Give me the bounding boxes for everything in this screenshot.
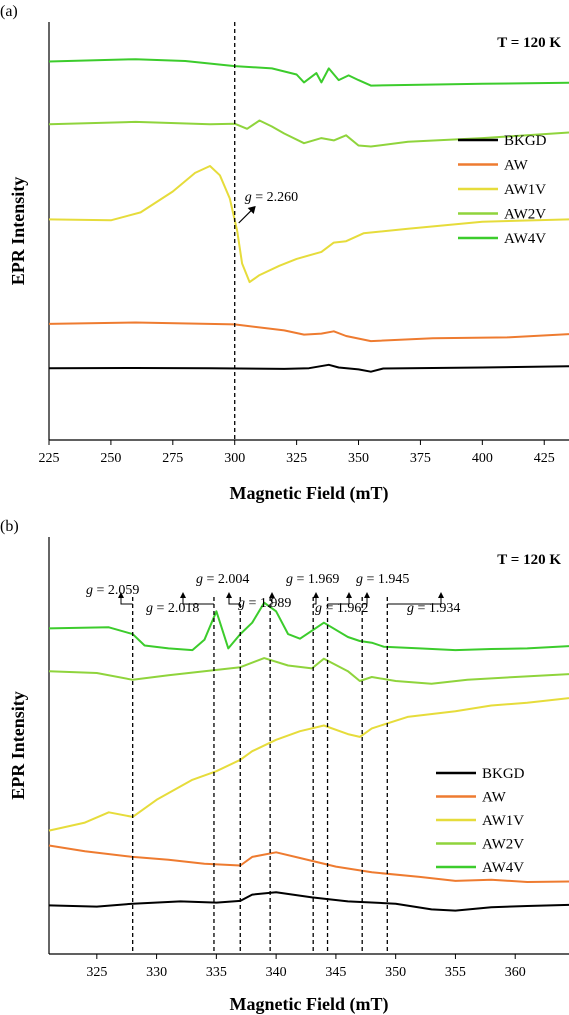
legend: BKGD AW AW1V AW2V AW4V (458, 133, 547, 247)
x-tick-label: 275 (162, 451, 183, 466)
temperature-label: T = 120 K (497, 35, 561, 51)
legend-label-aw4v: AW4V (482, 860, 524, 876)
g-line-arrowhead (364, 592, 370, 598)
x-tick-label: 425 (534, 451, 555, 466)
g-annotation-text: g = 2.260 (245, 190, 298, 205)
g-line-label: g = 2.018 (146, 601, 199, 616)
legend: BKGD AW AW1V AW2V AW4V (436, 766, 525, 876)
g-line-arrowhead (269, 592, 275, 598)
g-line-arrowhead (118, 592, 124, 598)
g-line-arrowhead (180, 592, 186, 598)
x-axis-title: Magnetic Field (mT) (230, 994, 389, 1015)
legend-label-aw2v: AW2V (504, 207, 546, 223)
x-tick-label: 330 (146, 965, 167, 980)
g-line-bracket (270, 597, 273, 605)
g-line-label: g = 2.059 (86, 583, 139, 598)
legend-label-aw: AW (482, 790, 507, 806)
g-line-label: g = 1.969 (286, 572, 339, 587)
g-line-bracket (362, 597, 368, 605)
x-tick-label: 355 (445, 965, 466, 980)
series-line-bkgd (48, 363, 569, 373)
temperature-label: T = 120 K (497, 552, 561, 568)
g-line-arrowhead (226, 592, 232, 598)
g-line-arrowhead (346, 592, 352, 598)
x-tick-label: 360 (505, 965, 526, 980)
x-tick-label: 340 (266, 965, 287, 980)
legend-label-aw1v: AW1V (482, 813, 524, 829)
legend-label-aw: AW (504, 158, 529, 174)
y-axis-title: EPR Intensity (8, 177, 28, 286)
x-axis-title: Magnetic Field (mT) (230, 483, 389, 504)
y-axis-title: EPR Intensity (8, 691, 28, 800)
x-tick-label: 250 (100, 451, 121, 466)
g-line-label: g = 1.962 (315, 601, 368, 616)
legend-label-bkgd: BKGD (504, 133, 547, 149)
legend-label-aw1v: AW1V (504, 182, 546, 198)
panel-a: (a) 225 250 275 300 325 350 375 400 425 Magnetic F… (0, 3, 569, 504)
series-line-aw1v (48, 165, 569, 284)
x-tick-label: 350 (348, 451, 369, 466)
legend-label-bkgd: BKGD (482, 766, 525, 782)
g-line-label: g = 2.004 (196, 572, 249, 587)
g-line-label: g = 1.945 (356, 572, 409, 587)
g-line-bracket (387, 597, 442, 605)
g-line-bracket (120, 597, 133, 605)
x-tick-label: 335 (206, 965, 227, 980)
legend-label-aw4v: AW4V (504, 231, 546, 247)
panel-label: (b) (0, 518, 19, 535)
series-line-aw1v (48, 697, 569, 832)
x-tick-label: 325 (286, 451, 307, 466)
x-tick-label: 345 (325, 965, 346, 980)
series-line-aw (48, 844, 569, 883)
panel-b: (b) 325 330 335 340 345 350 355 360 Magnetic Fiel… (0, 518, 569, 1015)
x-tick-label: 325 (86, 965, 107, 980)
x-tick-label: 350 (385, 965, 406, 980)
g-line-label: g = 1.989 (238, 596, 291, 611)
g-line-bracket (228, 597, 241, 605)
g-line-arrowhead (438, 592, 444, 598)
series-line-aw2v (48, 657, 569, 685)
panel-label: (a) (0, 3, 18, 20)
g-annotation-arrowhead (247, 206, 256, 214)
series-line-aw2v (48, 119, 569, 148)
series-line-bkgd (48, 891, 569, 912)
x-tick-label: 225 (39, 451, 60, 466)
series-line-aw (48, 321, 569, 343)
series-line-aw4v (48, 58, 569, 87)
g-line-bracket (313, 597, 317, 605)
x-tick-label: 400 (472, 451, 493, 466)
g-line-bracket (327, 597, 350, 605)
legend-label-aw2v: AW2V (482, 837, 524, 853)
g-line-label: g = 1.934 (407, 601, 460, 616)
x-tick-label: 375 (410, 451, 431, 466)
g-line-bracket (182, 597, 214, 605)
x-tick-label: 300 (224, 451, 245, 466)
series-line-aw4v (48, 601, 569, 652)
g-line-arrowhead (313, 592, 319, 598)
